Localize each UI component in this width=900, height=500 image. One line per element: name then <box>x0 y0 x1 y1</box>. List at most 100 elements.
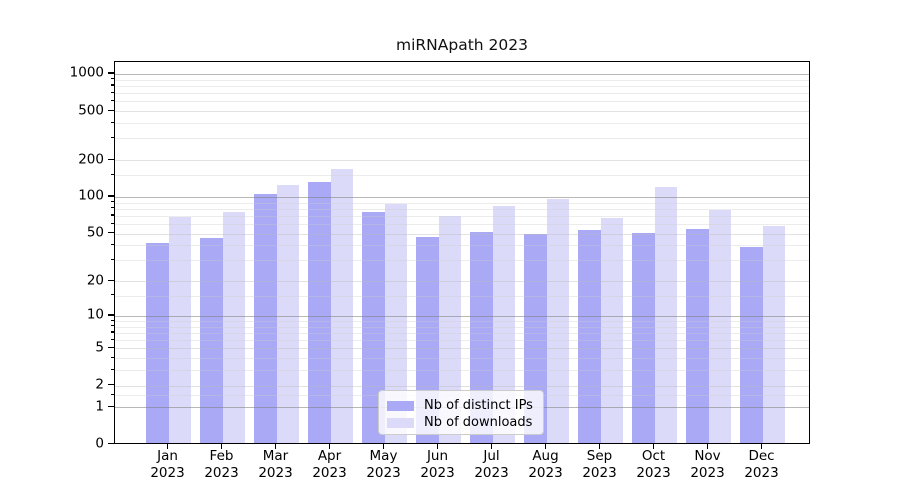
y-axis-tick <box>108 158 114 160</box>
x-axis-tick <box>653 444 655 449</box>
gridline <box>115 160 809 162</box>
plot-area: Nb of distinct IPs Nb of downloads <box>114 61 810 444</box>
gridline <box>115 101 809 103</box>
x-axis-tick-label: Jan 2023 <box>150 448 185 481</box>
y-axis-minor-tick <box>111 173 114 176</box>
y-axis-minor-tick <box>111 201 114 203</box>
gridline <box>115 175 809 177</box>
gridline <box>115 321 809 322</box>
bar-distinct-ips-nov <box>686 228 709 443</box>
legend: Nb of distinct IPs Nb of downloads <box>378 390 544 435</box>
bar-distinct-ips-mar <box>254 193 277 443</box>
x-axis-tick <box>491 444 493 449</box>
x-axis-tick-label: Jun 2023 <box>420 448 455 481</box>
gridline <box>115 202 809 204</box>
gridline <box>115 123 809 124</box>
y-axis-minor-tick <box>111 368 114 370</box>
gridline <box>115 348 809 350</box>
bar-distinct-ips-may <box>362 211 385 443</box>
x-axis-tick <box>545 444 547 449</box>
gridline <box>115 196 809 198</box>
x-axis-tick-label: Jul 2023 <box>474 448 509 481</box>
y-axis-minor-tick <box>111 258 114 260</box>
y-axis-tick <box>108 442 114 444</box>
x-axis-tick-label: Sep 2023 <box>582 448 617 481</box>
x-axis-tick-label: Oct 2023 <box>636 448 671 481</box>
y-axis-minor-tick <box>111 78 114 80</box>
bar-downloads-jul <box>492 206 515 443</box>
x-axis-tick <box>167 444 169 449</box>
y-axis-tick <box>108 314 114 316</box>
y-axis-tick <box>108 405 114 407</box>
y-axis-tick-label: 20 <box>86 271 104 288</box>
y-axis-minor-tick <box>111 121 114 123</box>
legend-label-downloads: Nb of downloads <box>424 415 533 430</box>
y-axis-tick-label: 2 <box>95 376 104 393</box>
gridline <box>115 233 809 235</box>
y-axis-tick-label: 500 <box>78 101 104 118</box>
y-axis-tick <box>108 384 114 386</box>
y-axis-tick <box>108 232 114 234</box>
bar-downloads-may <box>384 204 407 443</box>
y-axis-tick-label: 0 <box>95 434 104 451</box>
y-axis-tick-label: 1000 <box>69 64 104 81</box>
y-axis-minor-tick <box>111 325 114 327</box>
legend-label-distinct-ips: Nb of distinct IPs <box>424 398 533 413</box>
gridline <box>115 385 809 387</box>
legend-item-downloads: Nb of downloads <box>387 414 535 431</box>
gridline <box>115 245 809 247</box>
y-axis-minor-tick <box>111 338 114 340</box>
y-axis-tick-label: 5 <box>95 339 104 356</box>
gridline <box>115 111 809 113</box>
bar-distinct-ips-sep <box>578 229 601 443</box>
y-axis-tick <box>108 109 114 111</box>
x-axis-tick-label: May 2023 <box>366 448 401 481</box>
x-axis-tick-label: Aug 2023 <box>528 448 563 481</box>
legend-item-distinct-ips: Nb of distinct IPs <box>387 397 535 414</box>
gridline <box>115 315 809 317</box>
gridline <box>115 79 809 81</box>
x-axis-tick <box>329 444 331 449</box>
y-axis-minor-tick <box>111 331 114 333</box>
x-axis-tick-label: Apr 2023 <box>312 448 347 481</box>
y-axis-tick-label: 50 <box>86 224 104 241</box>
y-axis-minor-tick <box>111 207 114 209</box>
bar-downloads-feb <box>222 211 245 443</box>
chart-title: miRNApath 2023 <box>396 36 528 54</box>
y-axis-tick <box>108 195 114 197</box>
gridline <box>115 332 809 334</box>
gridline <box>115 85 809 87</box>
legend-swatch-distinct-ips <box>387 400 414 411</box>
bar-downloads-jun <box>438 216 461 443</box>
y-axis-minor-tick <box>111 91 114 93</box>
gridline <box>115 93 809 95</box>
x-axis-tick <box>275 444 277 449</box>
y-axis-minor-tick <box>111 356 114 358</box>
gridline <box>115 208 809 210</box>
gridline <box>115 215 809 217</box>
x-axis-tick <box>383 444 385 449</box>
y-axis-minor-tick <box>111 294 114 296</box>
x-axis-tick-label: Mar 2023 <box>258 448 293 481</box>
x-axis-tick-label: Nov 2023 <box>690 448 725 481</box>
x-axis-tick <box>707 444 709 449</box>
legend-swatch-downloads <box>387 417 414 428</box>
bar-downloads-jan <box>168 216 191 443</box>
y-axis-tick <box>108 72 114 74</box>
x-axis-tick <box>761 444 763 449</box>
y-axis-minor-tick <box>111 222 114 224</box>
bar-distinct-ips-dec <box>740 247 763 443</box>
y-axis-minor-tick <box>111 214 114 216</box>
bar-downloads-nov <box>708 209 731 443</box>
bar-distinct-ips-apr <box>308 181 331 443</box>
y-axis-tick-label: 10 <box>86 306 104 323</box>
x-axis-tick <box>437 444 439 449</box>
y-axis-minor-tick <box>111 393 114 396</box>
y-axis-tick <box>108 346 114 349</box>
bar-downloads-dec <box>762 225 785 443</box>
bar-distinct-ips-feb <box>200 238 223 443</box>
x-axis-tick-label: Feb 2023 <box>204 448 239 481</box>
y-axis-tick-label: 1 <box>95 398 104 415</box>
gridline <box>115 326 809 328</box>
y-axis-minor-tick <box>111 99 114 101</box>
